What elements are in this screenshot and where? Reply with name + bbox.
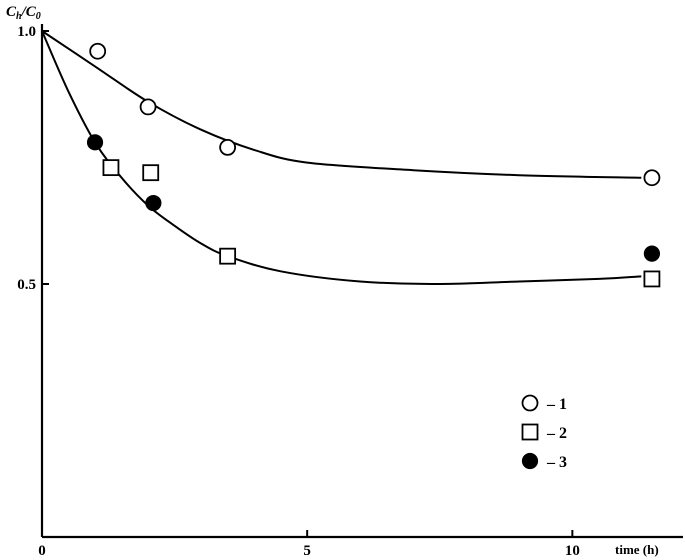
x-tick-label: 0 <box>38 543 46 559</box>
data-point-series-1 <box>139 98 157 116</box>
axes <box>40 24 683 539</box>
legend-label: – 3 <box>546 454 567 471</box>
data-points <box>86 42 661 288</box>
data-point-series-2 <box>219 247 237 265</box>
data-point-series-3 <box>643 245 661 262</box>
y-axis-title: Ch/C0 <box>6 4 41 22</box>
y-tick-label: 0.5 <box>17 277 36 293</box>
data-point-series-1 <box>219 138 237 156</box>
data-point-series-3 <box>145 194 162 212</box>
x-tick-label: 5 <box>303 543 311 559</box>
legend-label: – 1 <box>546 396 567 413</box>
x-tick-label: 10 <box>565 543 580 559</box>
legend-marker-3 <box>521 452 539 470</box>
fit-curve-1 <box>41 30 642 179</box>
y-tick-label: 1.0 <box>17 24 36 40</box>
legend-marker-2 <box>521 423 539 441</box>
x-axis-title: time (h) <box>615 542 659 557</box>
data-point-series-2 <box>102 159 120 177</box>
data-point-series-1 <box>89 42 107 60</box>
legend-marker-1 <box>521 394 539 412</box>
data-point-series-2 <box>142 164 160 182</box>
data-point-series-1 <box>643 169 661 187</box>
data-point-series-3 <box>86 134 104 151</box>
legend-label: – 2 <box>546 425 567 442</box>
ticks: 0 5 10 1.0 0.5 <box>17 24 580 559</box>
data-point-series-2 <box>643 270 661 288</box>
fit-curves <box>41 30 642 286</box>
fit-curve-2 <box>41 30 642 286</box>
legend: – 1 – 2 – 3 <box>521 394 567 471</box>
